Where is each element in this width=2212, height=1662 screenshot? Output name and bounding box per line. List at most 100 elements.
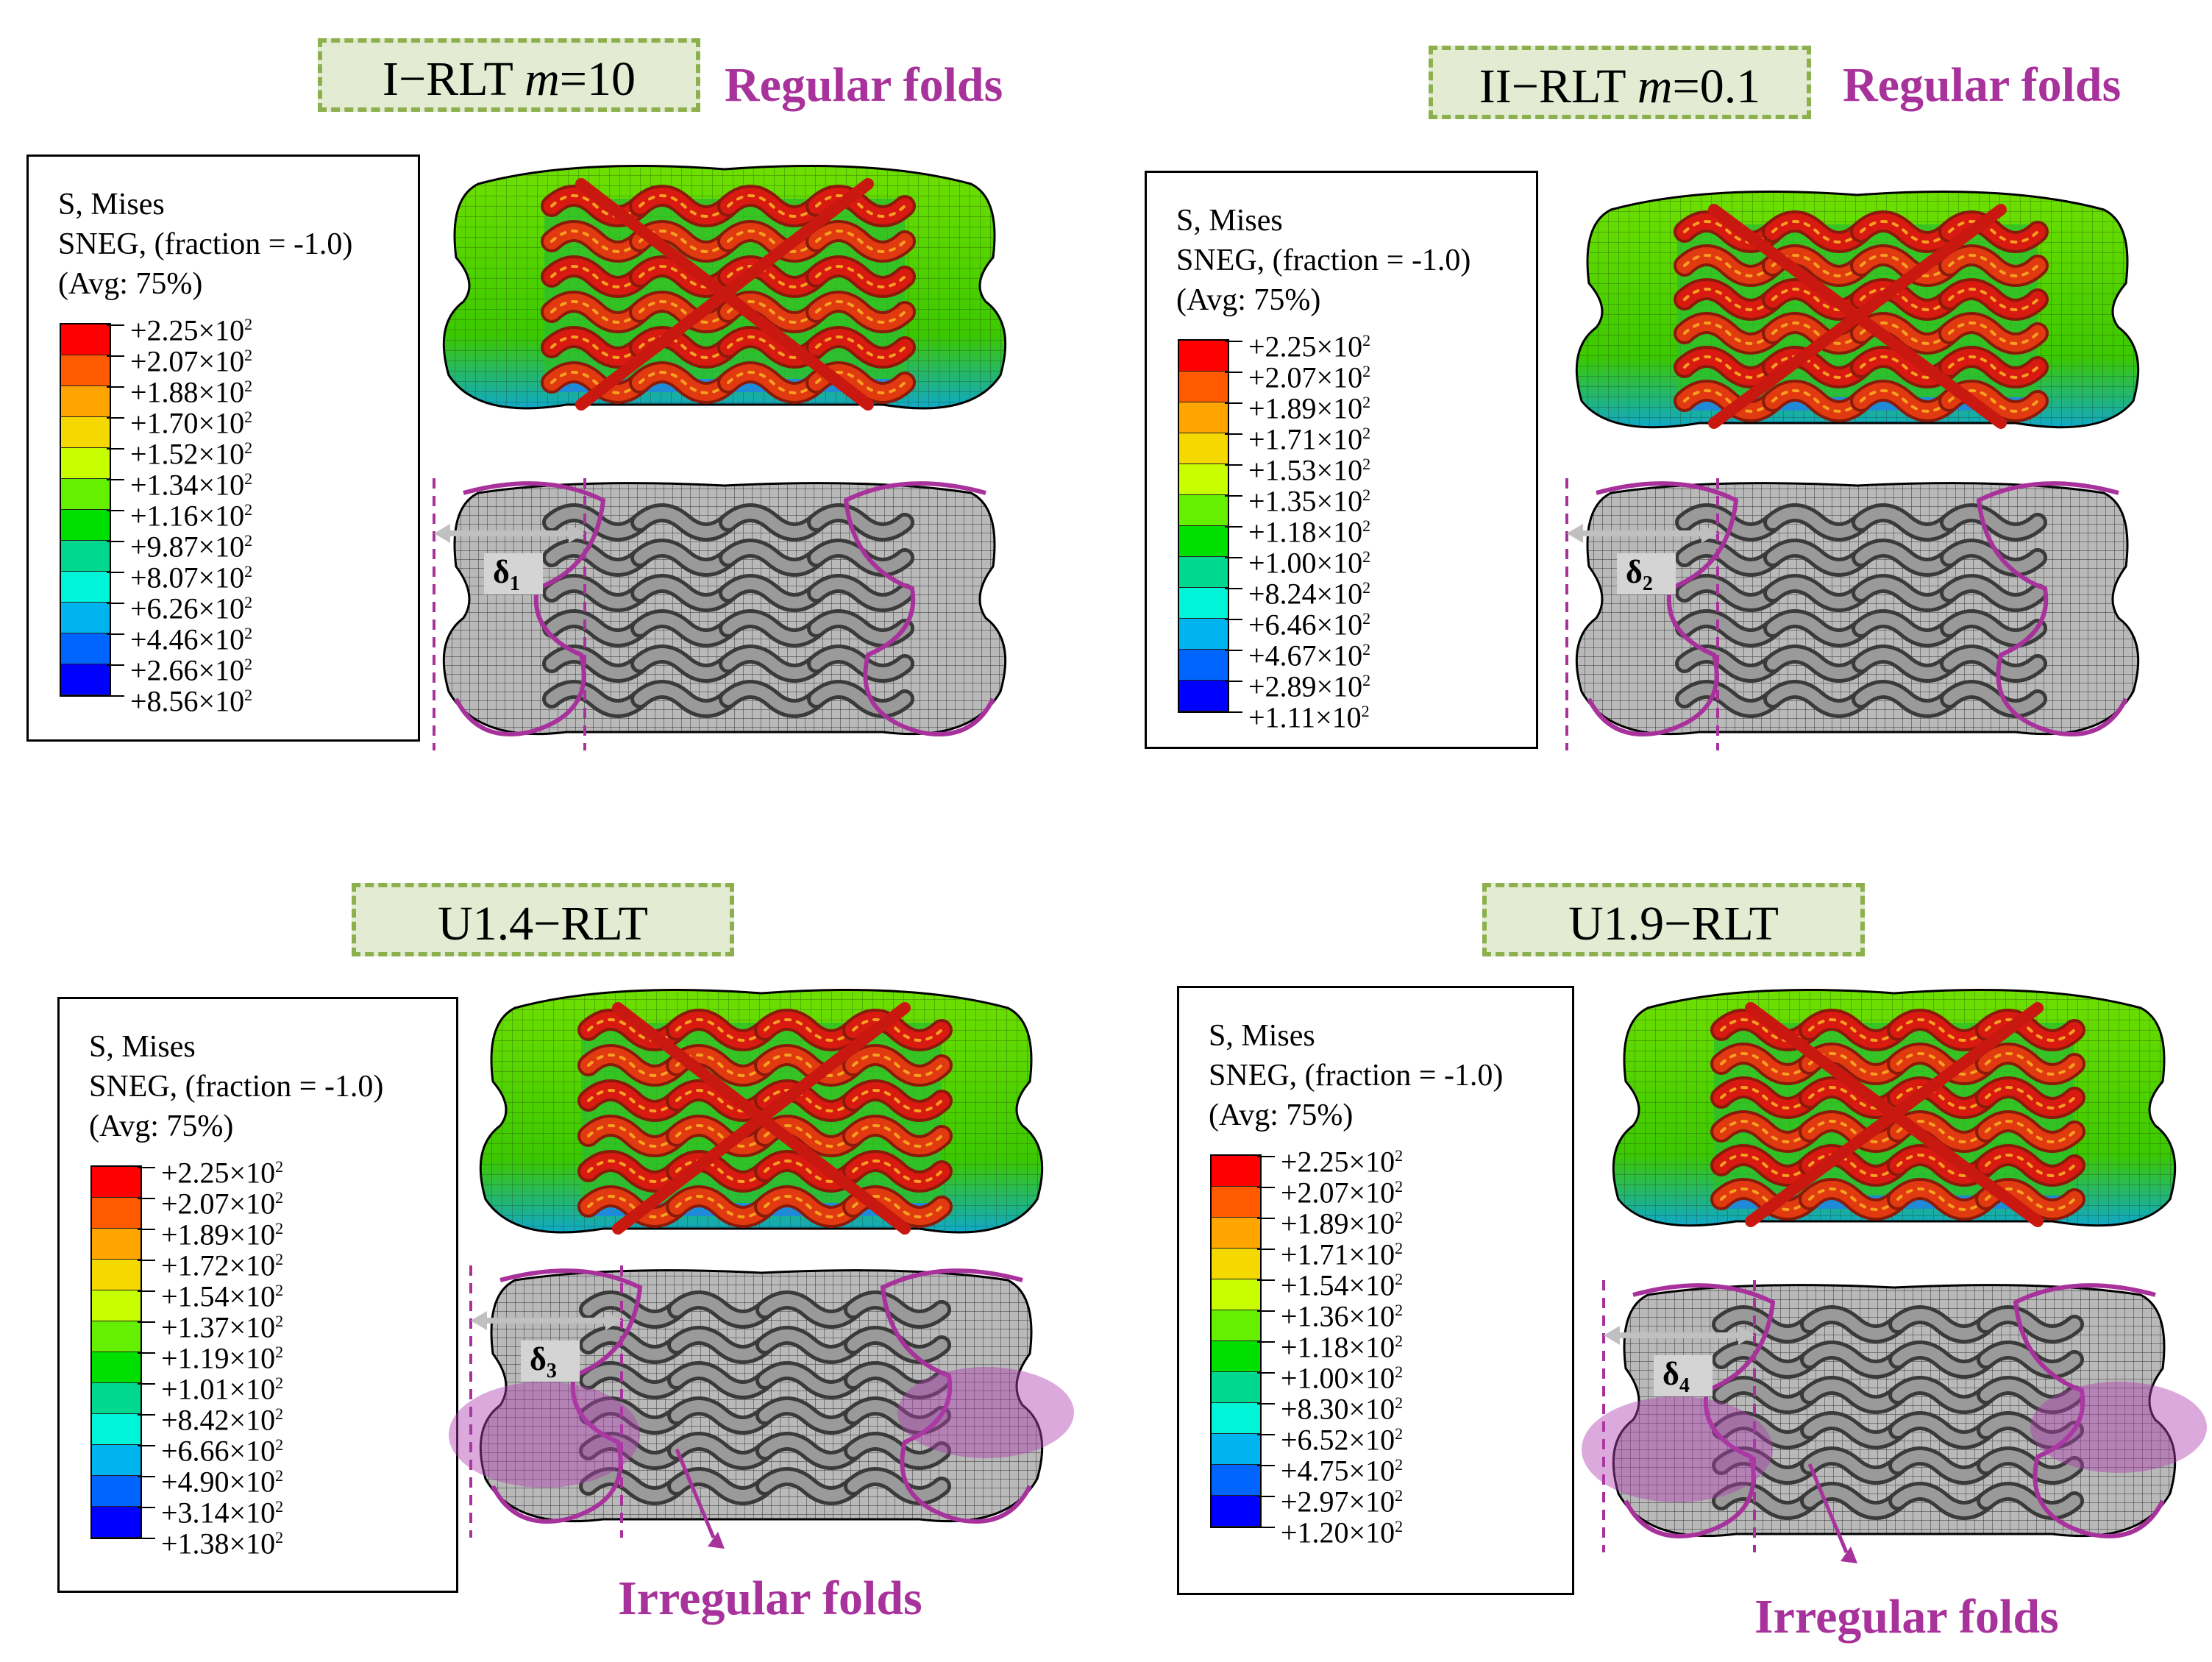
legend-color-cell	[92, 1507, 141, 1538]
legend-tick	[107, 603, 124, 604]
title-value: =0.1	[1672, 60, 1761, 113]
stress-legend: S, Mises SNEG, (fraction = -1.0) (Avg: 75%…	[57, 997, 458, 1593]
arrow-heads	[471, 1311, 622, 1330]
legend-color-bar	[1178, 339, 1229, 713]
stent-stress-contour	[442, 165, 1007, 411]
legend-tick	[1225, 711, 1242, 713]
legend-tick	[1225, 681, 1242, 682]
legend-tick-label: +1.36×102	[1281, 1299, 1404, 1333]
delta-subscript: 2	[1643, 572, 1653, 595]
legend-tick	[1257, 1496, 1275, 1497]
callout-arrow	[1807, 1463, 1849, 1553]
legend-tick-label: +9.87×102	[130, 530, 253, 564]
legend-color-cell	[1212, 1249, 1260, 1279]
legend-tick	[1257, 1218, 1275, 1219]
legend-tick-label: +1.38×102	[161, 1527, 284, 1560]
panel-title: U1.4−RLT	[352, 883, 734, 956]
legend-tick	[138, 1476, 155, 1477]
legend-tick	[1257, 1156, 1275, 1157]
legend-tick-label: +2.25×102	[1248, 330, 1371, 363]
legend-tick	[138, 1321, 155, 1323]
legend-color-cell	[1212, 1156, 1260, 1187]
stent-stress-contour	[479, 989, 1044, 1235]
stent-struts	[577, 1002, 953, 1235]
legend-color-cell	[1179, 588, 1228, 619]
legend-color-cell	[61, 355, 110, 386]
legend-tick	[1225, 495, 1242, 497]
legend-header-line: SNEG, (fraction = -1.0)	[1176, 244, 1471, 277]
title-text: U1.9−RLT	[1568, 897, 1779, 951]
title-param: m	[1637, 60, 1673, 113]
legend-color-cell	[92, 1352, 141, 1383]
legend-color-bar	[90, 1165, 142, 1539]
legend-tick-label: +4.90×102	[161, 1465, 284, 1499]
legend-color-cell	[92, 1290, 141, 1321]
stent-fold-outline: δ1	[433, 478, 1007, 750]
legend-tick-label: +3.14×102	[161, 1496, 284, 1530]
stent-struts	[1674, 204, 2049, 429]
legend-tick-label: +6.26×102	[130, 592, 253, 625]
legend-header-line: SNEG, (fraction = -1.0)	[1209, 1059, 1504, 1093]
legend-tick	[1225, 650, 1242, 651]
legend-tick-label: +1.71×102	[1281, 1237, 1404, 1271]
fold-profile-line	[1624, 1283, 2165, 1538]
legend-color-cell	[1212, 1218, 1260, 1249]
fold-label: Irregular folds	[1754, 1590, 2059, 1644]
legend-tick-label: +1.20×102	[1281, 1516, 1404, 1549]
legend-color-cell	[1212, 1403, 1260, 1434]
legend-tick-label: +2.25×102	[130, 313, 253, 347]
legend-tick	[138, 1198, 155, 1199]
title-value: =10	[559, 52, 636, 106]
legend-tick	[1225, 341, 1242, 342]
legend-tick-label: +2.97×102	[1281, 1485, 1404, 1519]
legend-tick	[107, 510, 124, 511]
legend-color-cell	[1212, 1187, 1260, 1218]
legend-tick	[107, 324, 124, 326]
arrow-heads	[434, 524, 585, 543]
legend-tick	[107, 479, 124, 480]
legend-tick	[1257, 1310, 1275, 1312]
callout-arrow-head	[708, 1532, 725, 1549]
panel-title: I−RLT m=10	[318, 38, 700, 112]
fold-label: Irregular folds	[618, 1572, 922, 1625]
legend-tick	[1257, 1372, 1275, 1374]
legend-tick-label: +1.71×102	[1248, 422, 1371, 456]
legend-tick-label: +8.07×102	[130, 561, 253, 594]
delta-label: δ4	[1654, 1355, 1713, 1397]
legend-tick	[107, 355, 124, 357]
panel-u14-rlt: U1.4−RLT S, Mises SNEG, (fraction = -1.0)…	[0, 846, 1103, 1655]
legend-tick-label: +8.42×102	[161, 1403, 284, 1437]
legend-tick-label: +1.11×102	[1248, 700, 1370, 734]
legend-tick-label: +1.53×102	[1248, 453, 1371, 487]
stent-struts	[1710, 1002, 2085, 1227]
stent-struts	[541, 178, 916, 411]
legend-tick	[1225, 619, 1242, 620]
callout-arrow-head	[1841, 1546, 1857, 1563]
legend-tick-label: +1.35×102	[1248, 484, 1371, 518]
legend-color-bar	[1210, 1154, 1262, 1528]
legend-color-cell	[92, 1229, 141, 1260]
legend-header-line: S, Mises	[89, 1030, 196, 1064]
legend-tick	[138, 1445, 155, 1446]
legend-color-cell	[1179, 557, 1228, 588]
legend-tick	[107, 448, 124, 450]
legend-tick	[1257, 1434, 1275, 1435]
fold-profile-line	[1587, 481, 2128, 736]
legend-tick	[138, 1414, 155, 1416]
legend-color-cell	[61, 417, 110, 448]
legend-header-line: (Avg: 75%)	[1209, 1098, 1354, 1132]
legend-tick-label: +4.46×102	[130, 622, 253, 656]
legend-header-line: SNEG, (fraction = -1.0)	[58, 227, 353, 261]
legend-header-line: SNEG, (fraction = -1.0)	[89, 1070, 384, 1104]
legend-color-cell	[1179, 650, 1228, 681]
legend-tick	[1257, 1187, 1275, 1188]
legend-tick-label: +1.01×102	[161, 1372, 284, 1406]
folded-struts	[579, 1290, 951, 1505]
folded-struts	[542, 503, 914, 718]
legend-color-cell	[61, 664, 110, 695]
legend-tick-label: +6.52×102	[1281, 1423, 1404, 1457]
legend-color-cell	[1179, 495, 1228, 526]
legend-tick-label: +6.66×102	[161, 1434, 284, 1468]
stent-stress-contour	[1575, 191, 2140, 429]
legend-color-cell	[61, 479, 110, 510]
